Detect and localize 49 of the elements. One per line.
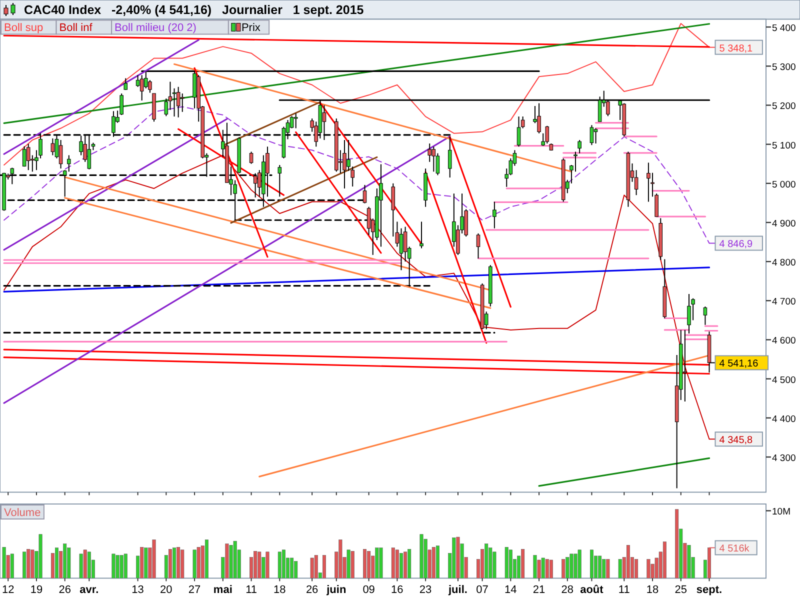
y-tick-label: 4 400 <box>772 414 796 425</box>
x-tick-label: avr. <box>80 584 99 596</box>
x-tick-label: 18 <box>646 584 659 596</box>
text: Boll milieu (20 2) <box>114 22 196 34</box>
data-label: 5 348,1 <box>719 43 754 54</box>
y-tick-label: 5 000 <box>772 179 796 190</box>
x-tick-label: 13 <box>132 584 144 596</box>
text: Boll sup <box>4 22 44 34</box>
x-tick-label: 26 <box>306 584 318 596</box>
x-tick-label: 27 <box>188 584 201 596</box>
x-tick-label: 20 <box>160 584 172 596</box>
x-tick-label: 16 <box>391 584 404 596</box>
x-tick-label: juil. <box>448 584 468 596</box>
y-tick-label: 4 700 <box>772 296 796 308</box>
x-tick-label: 25 <box>674 584 688 596</box>
x-tick-label: 23 <box>419 584 432 596</box>
annotation: 4 541,16 <box>719 358 759 370</box>
x-tick-label: 26 <box>58 584 71 596</box>
x-tick-label: 11 <box>246 584 257 596</box>
x-tick-label: août <box>580 584 604 596</box>
y-tick-label: 5 100 <box>772 140 796 152</box>
x-tick-label: mai <box>213 584 232 596</box>
y-tick-label: 4 900 <box>772 218 796 230</box>
text: Boll inf <box>59 22 94 34</box>
y-tick-label: 5 200 <box>772 101 796 112</box>
x-tick-label: 07 <box>476 584 488 596</box>
y-tick-label: 4 500 <box>772 374 796 386</box>
y-tick-label: 10M <box>772 506 791 518</box>
y-tick-label: 4 300 <box>772 453 796 464</box>
legend-label: Prix <box>241 22 261 34</box>
y-tick-label: 4 800 <box>772 258 796 269</box>
x-tick-label: 12 <box>2 584 14 596</box>
x-tick-label: 09 <box>362 584 375 596</box>
x-tick-label: 21 <box>532 584 546 596</box>
x-tick-label: 14 <box>504 584 517 596</box>
x-tick-label: 28 <box>561 584 574 596</box>
series-label: Volume <box>4 507 41 519</box>
y-tick-label: 4 600 <box>772 336 796 347</box>
x-tick-label: sept. <box>696 584 722 596</box>
x-tick-label: 18 <box>274 584 286 596</box>
data-label: 4 846,9 <box>719 239 754 250</box>
data-label: 4 345,8 <box>719 435 754 446</box>
chart-title: CAC40 Index -2,40% (4 541,16) Journalier 1 sept. 2015 <box>24 3 364 17</box>
x-tick-label: juin <box>326 584 346 596</box>
annotation: 4 516k <box>719 544 750 555</box>
y-tick-label: 5 300 <box>772 62 796 74</box>
y-tick-label: 5 400 <box>772 23 796 34</box>
x-tick-label: 19 <box>30 584 43 596</box>
x-tick-label: 11 <box>618 584 630 596</box>
